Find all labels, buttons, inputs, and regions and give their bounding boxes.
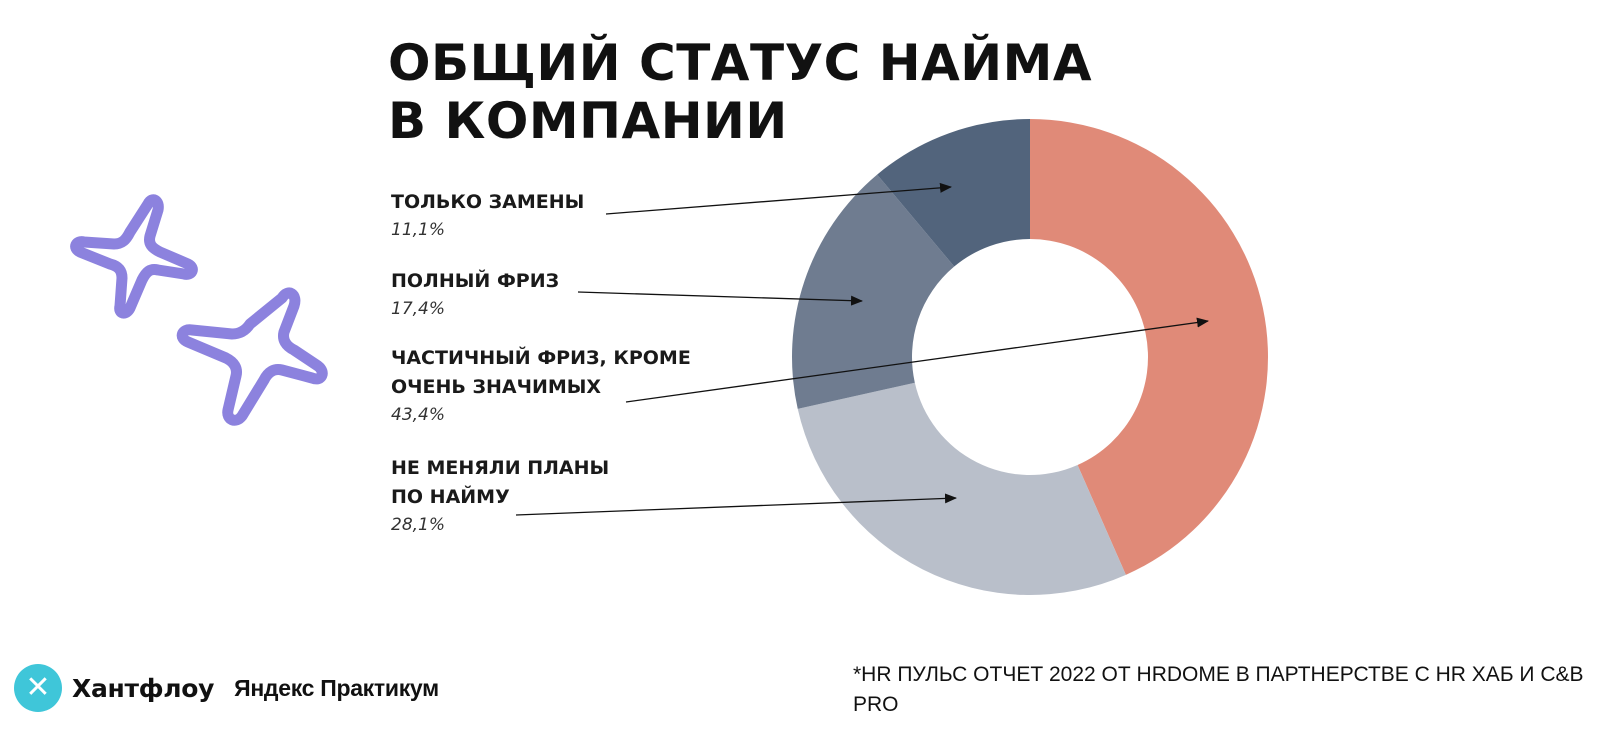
chart-title: ОБЩИЙ СТАТУС НАЙМА В КОМПАНИИ (388, 34, 1092, 150)
slice-no-change (797, 382, 1126, 595)
legend-item-no-change: НЕ МЕНЯЛИ ПЛАНЫ ПО НАЙМУ 28,1% (391, 454, 609, 536)
decorative-stars (60, 190, 350, 455)
legend-label: ТОЛЬКО ЗАМЕНЫ (391, 191, 585, 213)
legend-item-full-freeze: ПОЛНЫЙ ФРИЗ 17,4% (391, 267, 559, 320)
chart-title-line-1: ОБЩИЙ СТАТУС НАЙМА (388, 34, 1093, 92)
legend-value: 28,1% (391, 515, 446, 535)
legend-item-only-replacements: ТОЛЬКО ЗАМЕНЫ 11,1% (391, 188, 584, 241)
partner-logo: Яндекс Практикум (234, 674, 439, 701)
legend-value: 17,4% (391, 299, 446, 319)
legend-label: ПОЛНЫЙ ФРИЗ (391, 270, 560, 292)
hantflow-logo-icon: ✕ (14, 664, 62, 712)
source-note: *HR ПУЛЬС ОТЧЕТ 2022 ОТ HRDOME В ПАРТНЕР… (853, 663, 1584, 716)
logo-name: Хантфлоу (72, 673, 215, 703)
legend-label: НЕ МЕНЯЛИ ПЛАНЫ ПО НАЙМУ (391, 457, 610, 508)
slice-only-replacements (877, 119, 1030, 267)
legend-value: 43,4% (391, 405, 446, 425)
chart-title-line-2: В КОМПАНИИ (388, 92, 788, 150)
footer-logos: ✕ Хантфлоу Яндекс Практикум (14, 664, 439, 712)
legend-value: 11,1% (391, 220, 446, 240)
sparkle-star-icon (70, 194, 328, 426)
